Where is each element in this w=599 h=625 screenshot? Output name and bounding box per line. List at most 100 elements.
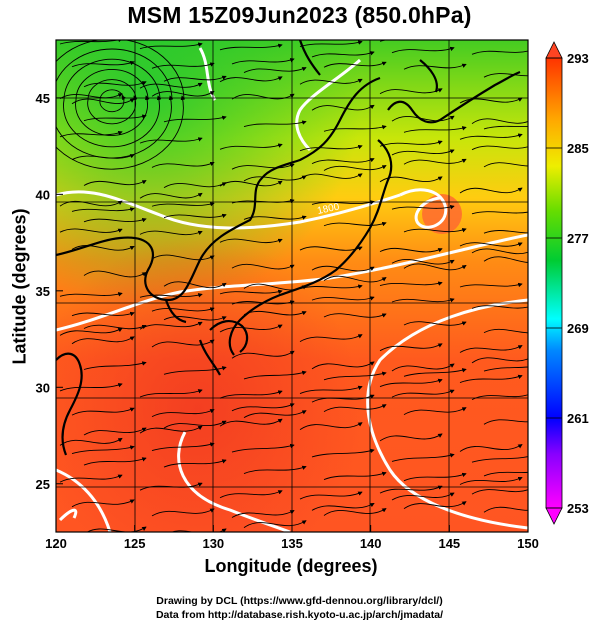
streamline — [403, 407, 467, 416]
streamline — [391, 453, 455, 462]
streamline — [139, 82, 203, 89]
streamline — [231, 58, 295, 65]
streamline — [243, 67, 307, 73]
streamline — [311, 394, 375, 403]
streamline — [151, 409, 215, 418]
streamline — [83, 114, 147, 122]
streamline — [219, 390, 283, 399]
streamline — [243, 215, 307, 220]
streamline — [311, 104, 375, 111]
streamline — [243, 520, 307, 528]
streamline — [219, 289, 283, 295]
streamline — [139, 389, 203, 398]
streamline — [311, 296, 375, 301]
streamline — [83, 180, 147, 186]
streamline — [323, 165, 387, 171]
streamline — [139, 230, 203, 236]
streamline — [483, 73, 528, 78]
streamline — [151, 62, 215, 69]
x-tick-label: 140 — [360, 536, 382, 551]
streamline — [243, 310, 307, 316]
streamline — [483, 419, 528, 425]
y-tick-label: 35 — [36, 284, 50, 299]
y-axis-label: Latitude (degrees) — [9, 208, 30, 365]
streamline — [299, 491, 363, 500]
streamline — [163, 459, 227, 468]
colorbar-ticks: 293 285 277 269 261 253 — [546, 51, 589, 516]
streamline — [151, 307, 215, 312]
streamline — [231, 350, 295, 359]
streamline — [391, 363, 455, 372]
colorbar-body — [545, 57, 563, 509]
streamline — [71, 60, 135, 68]
streamline — [139, 425, 203, 434]
y-tick-label: 30 — [36, 380, 50, 395]
streamline — [163, 75, 227, 82]
streamline — [56, 48, 174, 159]
streamline — [459, 133, 523, 140]
streamline — [403, 63, 467, 70]
streamline — [379, 343, 443, 352]
streamline — [59, 437, 123, 446]
streamline — [59, 292, 123, 297]
streamline — [323, 508, 387, 516]
streamline — [83, 218, 147, 223]
streamline — [323, 125, 387, 132]
streamline — [71, 407, 135, 416]
streamline — [243, 410, 307, 419]
streamline — [219, 143, 283, 150]
streamline — [231, 163, 295, 170]
colorbar-tick-label: 277 — [567, 231, 589, 246]
streamline — [299, 40, 363, 47]
x-tick-label: 145 — [438, 536, 460, 551]
streamline — [83, 270, 147, 278]
streamline — [231, 403, 295, 412]
streamline — [59, 327, 123, 336]
streamline — [71, 154, 135, 161]
streamline — [311, 502, 375, 511]
streamline — [139, 482, 203, 491]
contours — [56, 47, 528, 532]
streamline — [163, 316, 227, 321]
streamline — [71, 98, 135, 105]
colorbar-tick-label: 293 — [567, 51, 589, 66]
streamline — [71, 311, 135, 317]
streamline — [483, 506, 528, 513]
streamline — [391, 492, 455, 501]
streamline — [59, 474, 123, 483]
streamline — [243, 283, 307, 291]
streamline — [231, 93, 295, 100]
streamline — [311, 158, 375, 165]
streamline — [87, 79, 138, 125]
streamline — [139, 321, 203, 330]
streamline — [379, 281, 443, 287]
x-axis-label: Longitude (degrees) — [204, 556, 378, 576]
streamline — [403, 126, 467, 133]
streamline — [231, 263, 295, 270]
streamline — [459, 345, 523, 353]
streamline — [59, 130, 123, 138]
streamline — [403, 472, 467, 482]
streamline — [391, 298, 455, 303]
streamline — [483, 366, 528, 372]
streamline — [483, 230, 528, 234]
streamline — [151, 254, 215, 261]
streamline — [379, 88, 443, 95]
y-axis: 25 30 35 40 45 — [36, 91, 63, 492]
streamline — [483, 471, 528, 477]
x-axis: 120 125 130 135 140 145 150 — [45, 525, 539, 551]
streamline — [483, 162, 528, 168]
streamline — [59, 93, 123, 100]
streamline — [379, 247, 443, 253]
streamline — [243, 120, 307, 128]
streamline — [391, 258, 455, 265]
streamline — [391, 389, 455, 398]
streamline — [219, 180, 283, 187]
streamline — [219, 490, 283, 499]
streamline — [83, 457, 147, 466]
streamline — [163, 281, 227, 289]
streamline — [139, 293, 203, 298]
streamline — [219, 238, 283, 244]
streamline — [459, 187, 523, 194]
